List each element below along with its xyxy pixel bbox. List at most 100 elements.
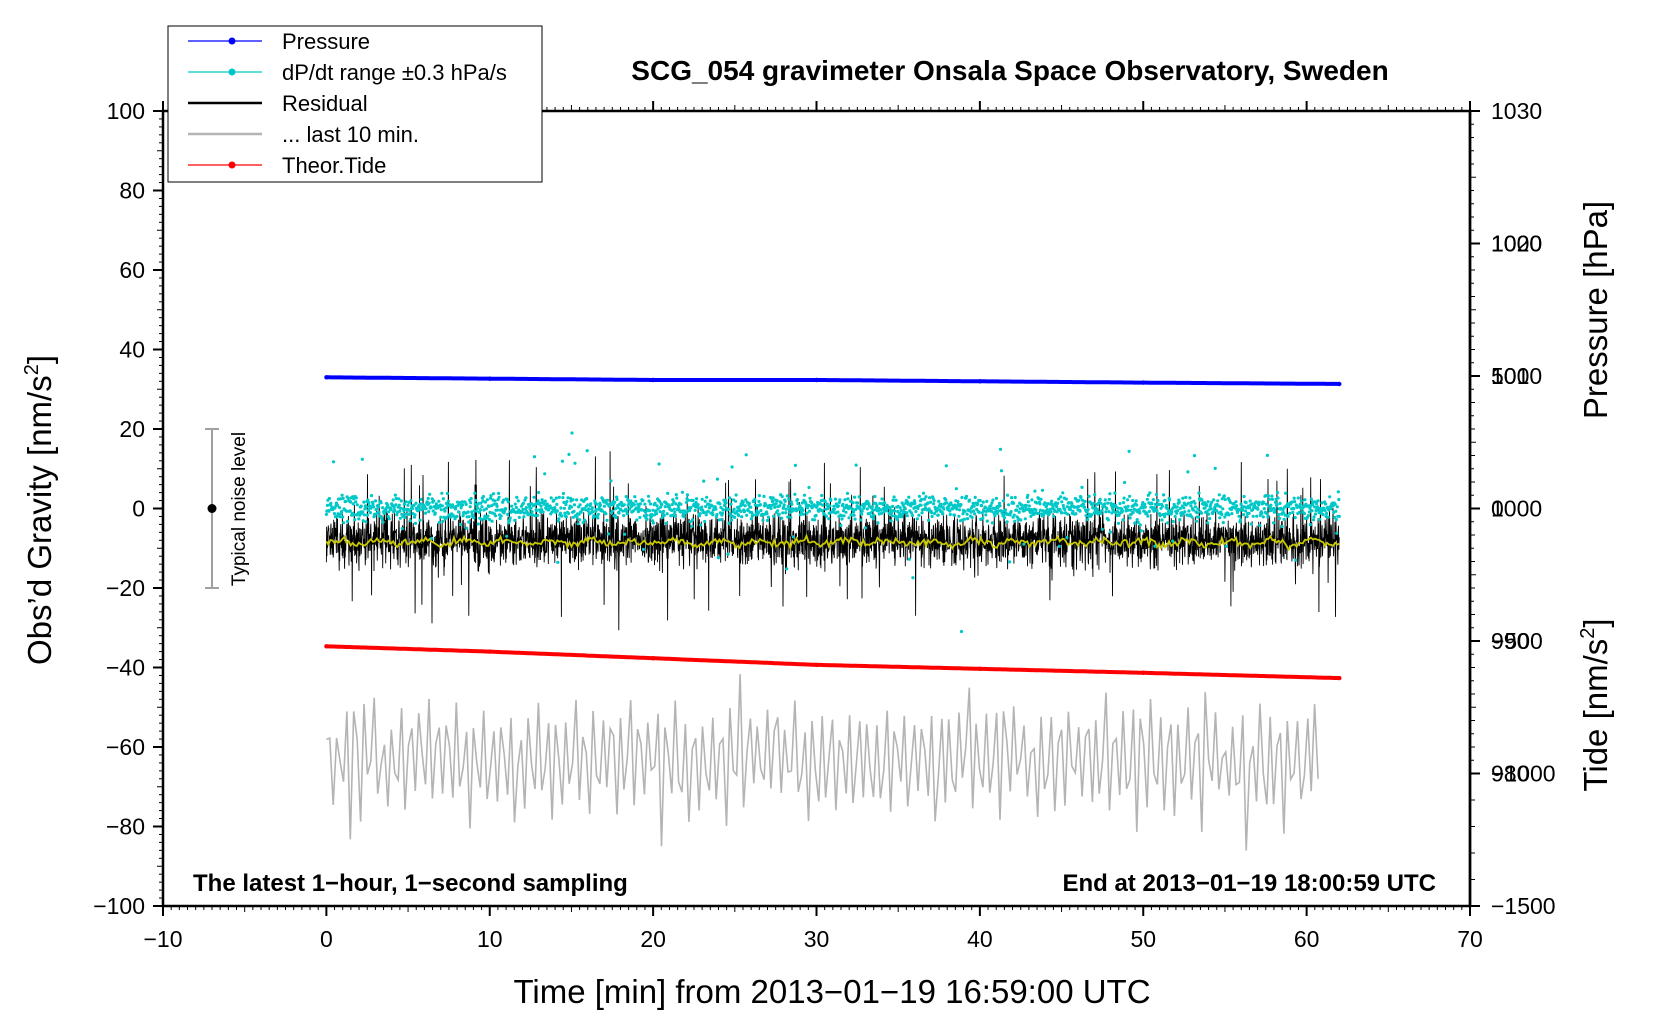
dpdt-point [364, 520, 368, 524]
dpdt-point [440, 504, 444, 508]
dpdt-point [1146, 493, 1150, 497]
dpdt-point [1268, 506, 1272, 510]
dpdt-point [548, 504, 552, 508]
dpdt-point [1248, 506, 1252, 510]
dpdt-point [1000, 509, 1005, 513]
dpdt-point [1145, 511, 1149, 516]
dpdt-point [749, 505, 753, 509]
dpdt-point [843, 498, 847, 502]
gravity-tick-label: 60 [119, 257, 145, 283]
dpdt-point [1153, 544, 1157, 548]
dpdt-point [915, 517, 920, 521]
dpdt-point [997, 501, 1002, 505]
dpdt-point [373, 513, 377, 518]
dpdt-point [836, 504, 841, 508]
dpdt-point [1318, 506, 1322, 511]
dpdt-point [1108, 492, 1112, 496]
dpdt-point [730, 465, 734, 469]
dpdt-point [865, 507, 869, 511]
dpdt-point [495, 504, 499, 508]
dpdt-point [1121, 501, 1126, 505]
dpdt-point [930, 514, 934, 519]
dpdt-point [1242, 494, 1246, 499]
dpdt-point [985, 499, 989, 503]
dpdt-point [1009, 510, 1013, 514]
dpdt-point [1032, 512, 1036, 516]
pressure-tick-label: 980 [1491, 761, 1529, 787]
dpdt-point [573, 461, 577, 465]
dpdt-point [1079, 495, 1083, 500]
dpdt-point [441, 519, 445, 523]
dpdt-point [387, 517, 391, 521]
dpdt-point [693, 508, 697, 512]
dpdt-point [490, 519, 494, 523]
dpdt-point [1029, 514, 1033, 519]
dpdt-point [751, 513, 755, 517]
dpdt-point [740, 515, 744, 519]
dpdt-point [1043, 501, 1047, 505]
dpdt-point [734, 493, 738, 497]
dpdt-point [1250, 502, 1254, 506]
dpdt-point [972, 509, 976, 513]
dpdt-point [666, 491, 670, 495]
dpdt-point [1237, 514, 1241, 518]
dpdt-point [335, 503, 340, 507]
dpdt-point [583, 518, 587, 522]
dpdt-point [324, 512, 328, 517]
dpdt-point [1118, 501, 1122, 506]
dpdt-point [413, 513, 417, 517]
dpdt-point [620, 501, 624, 505]
noise-bar-center-dot [207, 504, 217, 513]
series-last-10-min-line [326, 674, 1319, 851]
dpdt-point [638, 515, 642, 520]
dpdt-point [624, 495, 628, 499]
legend-label: dP/dt range ±0.3 hPa/s [282, 60, 507, 85]
dpdt-point [589, 502, 593, 506]
dpdt-point [1218, 505, 1222, 509]
dpdt-point [957, 508, 962, 512]
dpdt-point [428, 492, 432, 496]
dpdt-point [1107, 510, 1111, 514]
dpdt-point [445, 515, 449, 519]
dpdt-point [489, 494, 493, 498]
dpdt-point [596, 516, 600, 520]
dpdt-point [737, 513, 741, 518]
dpdt-point [980, 503, 984, 508]
dpdt-point [562, 506, 567, 510]
dpdt-point [662, 509, 666, 513]
dpdt-point [479, 517, 483, 522]
dpdt-point [1126, 498, 1130, 502]
dpdt-point [469, 496, 473, 501]
dpdt-point [1059, 495, 1063, 499]
dpdt-point [879, 511, 884, 515]
dpdt-point [493, 499, 497, 503]
dpdt-point [766, 515, 771, 519]
dpdt-point [796, 501, 800, 506]
dpdt-point [1050, 499, 1054, 503]
dpdt-point [1038, 508, 1043, 512]
dpdt-point [849, 513, 853, 517]
dpdt-point [556, 519, 560, 523]
dpdt-point [615, 497, 619, 502]
dpdt-point [1311, 518, 1316, 522]
dpdt-point [1183, 510, 1187, 514]
dpdt-point [586, 503, 590, 507]
dpdt-point [791, 535, 795, 539]
dpdt-point [777, 512, 781, 516]
dpdt-point [989, 504, 993, 508]
dpdt-point [1294, 558, 1298, 562]
dpdt-point [774, 502, 778, 506]
dpdt-point [900, 515, 904, 519]
dpdt-point [1082, 505, 1087, 509]
dpdt-point [800, 501, 805, 505]
y-axis-title-gravity-sup: 2 [21, 364, 43, 375]
dpdt-point [964, 494, 969, 498]
dpdt-point [1098, 497, 1102, 501]
dpdt-point [939, 502, 943, 506]
dpdt-point [555, 502, 559, 506]
dpdt-point [340, 509, 344, 514]
dpdt-point [1030, 498, 1034, 502]
dpdt-point [891, 498, 895, 502]
dpdt-point [1200, 498, 1204, 502]
dpdt-point [1313, 512, 1318, 516]
